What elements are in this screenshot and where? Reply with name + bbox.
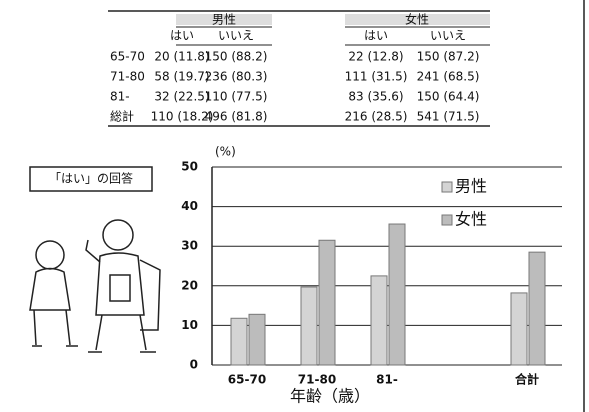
table-sub-header: はい [170,29,194,43]
x-tick-label: 81- [376,373,398,387]
table-cell: 32 (22.5) [154,90,209,104]
table-cell: 241 (68.5) [417,70,480,84]
table-cell: 110 (77.5) [205,90,268,104]
bar [529,252,545,365]
illustration [30,167,160,352]
bar [249,314,265,365]
table-cell: 58 (19.7) [154,70,209,84]
caption: 「はい」の回答 [49,171,133,186]
table-cell: 236 (80.3) [205,70,268,84]
y-tick-label: 20 [181,278,198,292]
y-tick-label: 10 [181,318,198,332]
table-group-header: 男性 [212,13,236,27]
bar [301,287,317,365]
table-cell: 496 (81.8) [205,110,268,124]
table-cell: 150 (87.2) [417,50,480,64]
row-label: 65-70 [110,50,145,64]
table-sub-header: いいえ [218,29,254,43]
x-axis-title: 年齢（歳） [290,387,370,406]
bar [511,293,527,365]
table-cell: 150 (64.4) [417,90,480,104]
doctor-head [103,220,133,250]
table-sub-header: はい [364,29,388,43]
table-cell: 22 (12.8) [348,50,403,64]
row-label: 81- [110,90,130,104]
person-head [36,241,64,269]
table-cell: 150 (88.2) [205,50,268,64]
y-tick-label: 0 [190,358,198,372]
doctor-coat [96,253,144,315]
table-cell: 111 (31.5) [345,70,408,84]
table-cell: 83 (35.6) [348,90,403,104]
table-cell: 541 (71.5) [417,110,480,124]
bar [371,276,387,365]
y-tick-label: 40 [181,199,198,213]
person-legs [32,310,78,346]
table-cell: 216 (28.5) [345,110,408,124]
table-cell: 20 (11.8) [154,50,209,64]
legend-swatch [442,182,452,192]
y-tick-label: 50 [181,160,198,174]
legend-swatch [442,215,452,225]
page: 「はい」の回答 (%) 年齢（歳） 男性女性はいいいえはいいいえ65-7020 … [0,0,589,412]
y-unit: (%) [215,145,236,159]
person-body [30,269,70,311]
clipboard [110,275,130,301]
x-tick-label: 合計 [515,372,539,387]
row-label: 総計 [110,109,134,124]
table-group-header: 女性 [405,12,429,27]
bar [231,318,247,365]
legend-label: 男性 [455,177,487,196]
x-tick-label: 71-80 [298,373,336,387]
legend-label: 女性 [455,210,487,229]
doctor-arm [86,240,100,262]
x-tick-label: 65-70 [228,373,266,387]
row-label: 71-80 [110,70,145,84]
table-sub-header: いいえ [430,29,466,43]
y-tick-label: 30 [181,239,198,253]
bar [389,224,405,365]
bar [319,240,335,365]
